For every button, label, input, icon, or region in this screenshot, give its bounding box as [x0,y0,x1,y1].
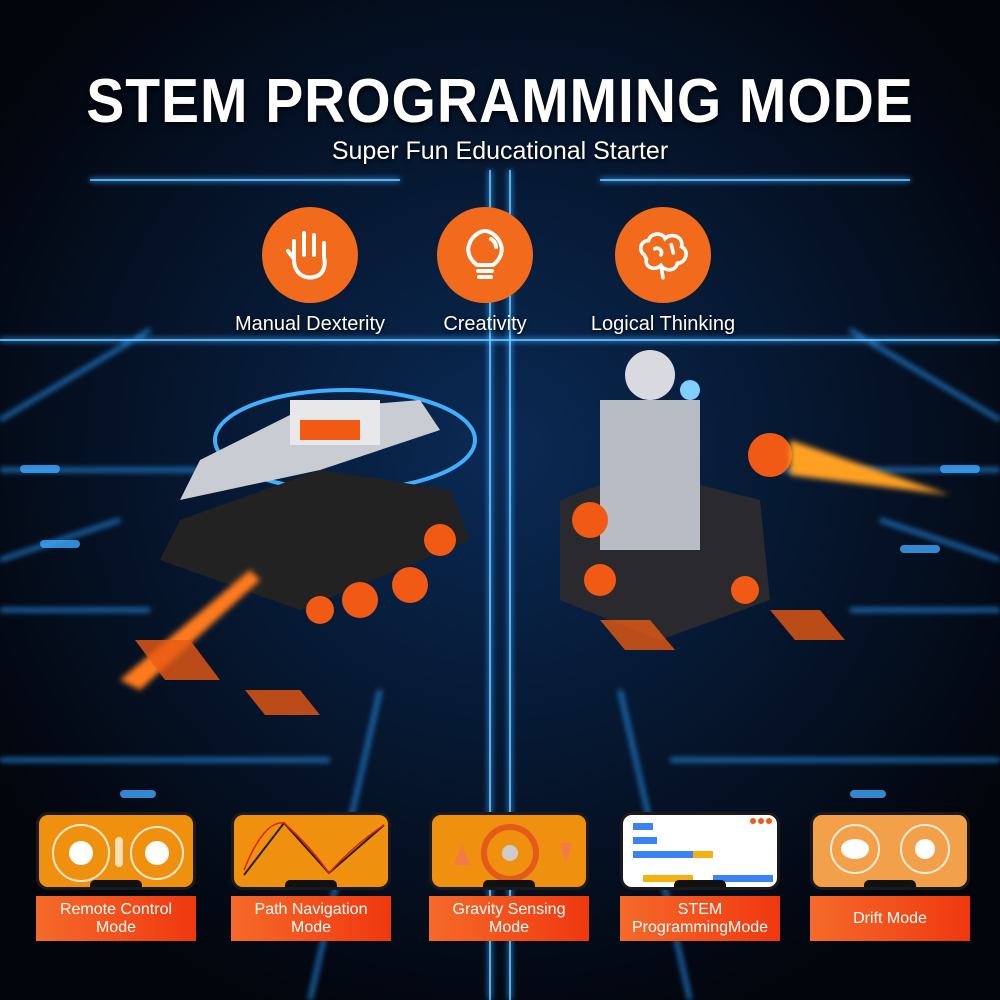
mode-remote-control[interactable]: Remote Control Mode [36,812,196,941]
mode-label: Gravity Sensing Mode [429,896,589,941]
mode-label: STEM ProgrammingMode [620,896,780,941]
brain-icon [615,207,711,303]
tracked-robot-image [560,350,950,650]
mode-path-navigation[interactable]: Path Navigation Mode [231,812,391,941]
mode-label: Remote Control Mode [36,896,196,941]
feature-logical-thinking: Logical Thinking [563,207,763,336]
feature-creativity: Creativity [385,207,585,336]
gravity-sensing-screen [429,812,589,890]
path-navigation-screen [231,812,391,890]
mode-label: Path Navigation Mode [231,896,391,941]
feature-label: Logical Thinking [590,313,736,335]
feature-manual-dexterity: Manual Dexterity [210,207,410,336]
feature-label: Creativity [443,313,527,335]
mode-stem-programming[interactable]: STEM ProgrammingMode [620,812,780,941]
page-title: STEM PROGRAMMING MODE [86,67,914,136]
tank-robot-image [120,388,477,715]
hand-icon [262,207,358,303]
page-subtitle: Super Fun Educational Starter [331,137,669,165]
feature-label: Manual Dexterity [234,313,386,335]
lightbulb-icon [437,207,533,303]
drift-screen [810,812,970,890]
mode-drift[interactable]: Drift Mode [810,812,970,941]
remote-control-screen [36,812,196,890]
stem-programming-screen [620,812,780,890]
mode-label: Drift Mode [810,896,970,941]
mode-gravity-sensing[interactable]: Gravity Sensing Mode [429,812,589,941]
